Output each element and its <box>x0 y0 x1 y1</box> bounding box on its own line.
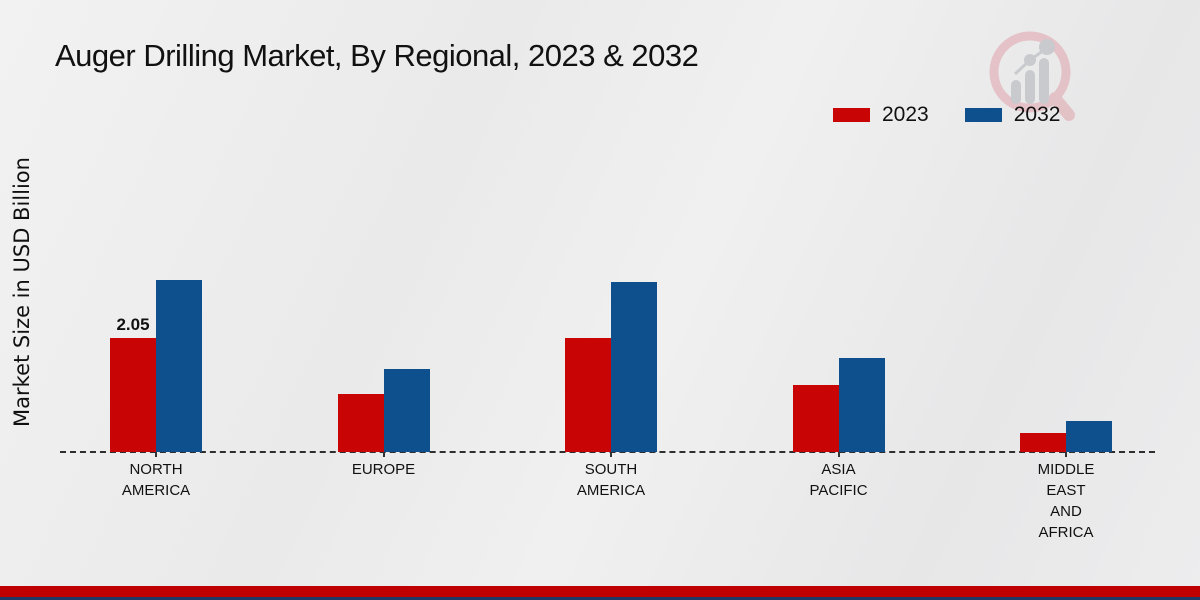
footer-red-band <box>0 586 1200 597</box>
category-label: NORTH AMERICA <box>76 459 236 501</box>
category-label-line: AFRICA <box>1038 524 1094 541</box>
bar-2032 <box>838 357 885 452</box>
data-label: 2.05 <box>116 315 150 334</box>
bar-column: 2.05 <box>110 315 156 452</box>
bar-column <box>156 279 202 452</box>
legend-swatch-2023 <box>833 108 870 122</box>
category-label-line: AMERICA <box>121 482 191 499</box>
x-axis-tick <box>610 452 612 457</box>
chart-title: Auger Drilling Market, By Regional, 2023… <box>55 38 699 73</box>
legend-item-2032: 2032 <box>964 103 1061 127</box>
bar-2023 <box>110 338 156 452</box>
bar-2032 <box>1066 421 1112 452</box>
legend-label-2032: 2032 <box>1013 103 1061 126</box>
legend: 2023 2032 <box>833 103 1060 127</box>
bar-column <box>565 338 611 452</box>
category-label-line: NORTH <box>129 461 183 478</box>
category-label: SOUTH AMERICA <box>531 459 691 501</box>
bar-2032 <box>383 368 430 452</box>
bar-group <box>966 421 1166 452</box>
x-axis-tick <box>155 452 157 457</box>
category-label-line: AND <box>1050 503 1082 520</box>
bar-2032 <box>611 282 657 452</box>
footer-navy-band <box>0 597 1200 600</box>
legend-item-2023: 2023 <box>833 103 929 127</box>
category-label: EUROPE <box>304 459 464 480</box>
bar-group <box>511 282 711 452</box>
category-label-line: EAST <box>1046 482 1086 499</box>
bar-column <box>383 368 430 452</box>
bar-2023 <box>792 385 839 452</box>
bar-2023 <box>337 393 384 452</box>
bar-column <box>838 357 885 452</box>
bar-2023 <box>565 338 611 452</box>
category-label: ASIA PACIFIC <box>759 459 919 501</box>
bar-column <box>792 385 839 452</box>
x-axis-tick <box>837 452 840 457</box>
category-label-line: AMERICA <box>576 482 646 499</box>
bar-column <box>337 393 384 452</box>
bar-column <box>1066 421 1112 452</box>
bar-column <box>611 282 657 452</box>
x-axis-baseline <box>60 451 1155 453</box>
category-label-line: MIDDLE <box>1037 461 1095 478</box>
bar-group <box>739 357 939 452</box>
brand-watermark <box>985 28 1077 127</box>
category-label: MIDDLE EAST AND AFRICA <box>986 459 1146 543</box>
x-axis-tick <box>382 452 385 457</box>
bar-2023 <box>1020 432 1066 452</box>
bar-column <box>1020 432 1066 452</box>
category-label-line: EUROPE <box>351 461 416 478</box>
bar-group: 2.05 <box>56 279 256 452</box>
legend-label-2023: 2023 <box>882 103 929 126</box>
legend-swatch-2032 <box>964 108 1002 122</box>
magnifier-bar-chart-logo-icon <box>985 31 1077 126</box>
bar-2032 <box>156 279 202 452</box>
x-axis-tick <box>1065 452 1067 457</box>
bar-group <box>284 368 484 452</box>
category-label-line: ASIA <box>821 461 856 478</box>
category-label-line: PACIFIC <box>809 482 868 499</box>
category-label-line: SOUTH <box>584 461 638 478</box>
